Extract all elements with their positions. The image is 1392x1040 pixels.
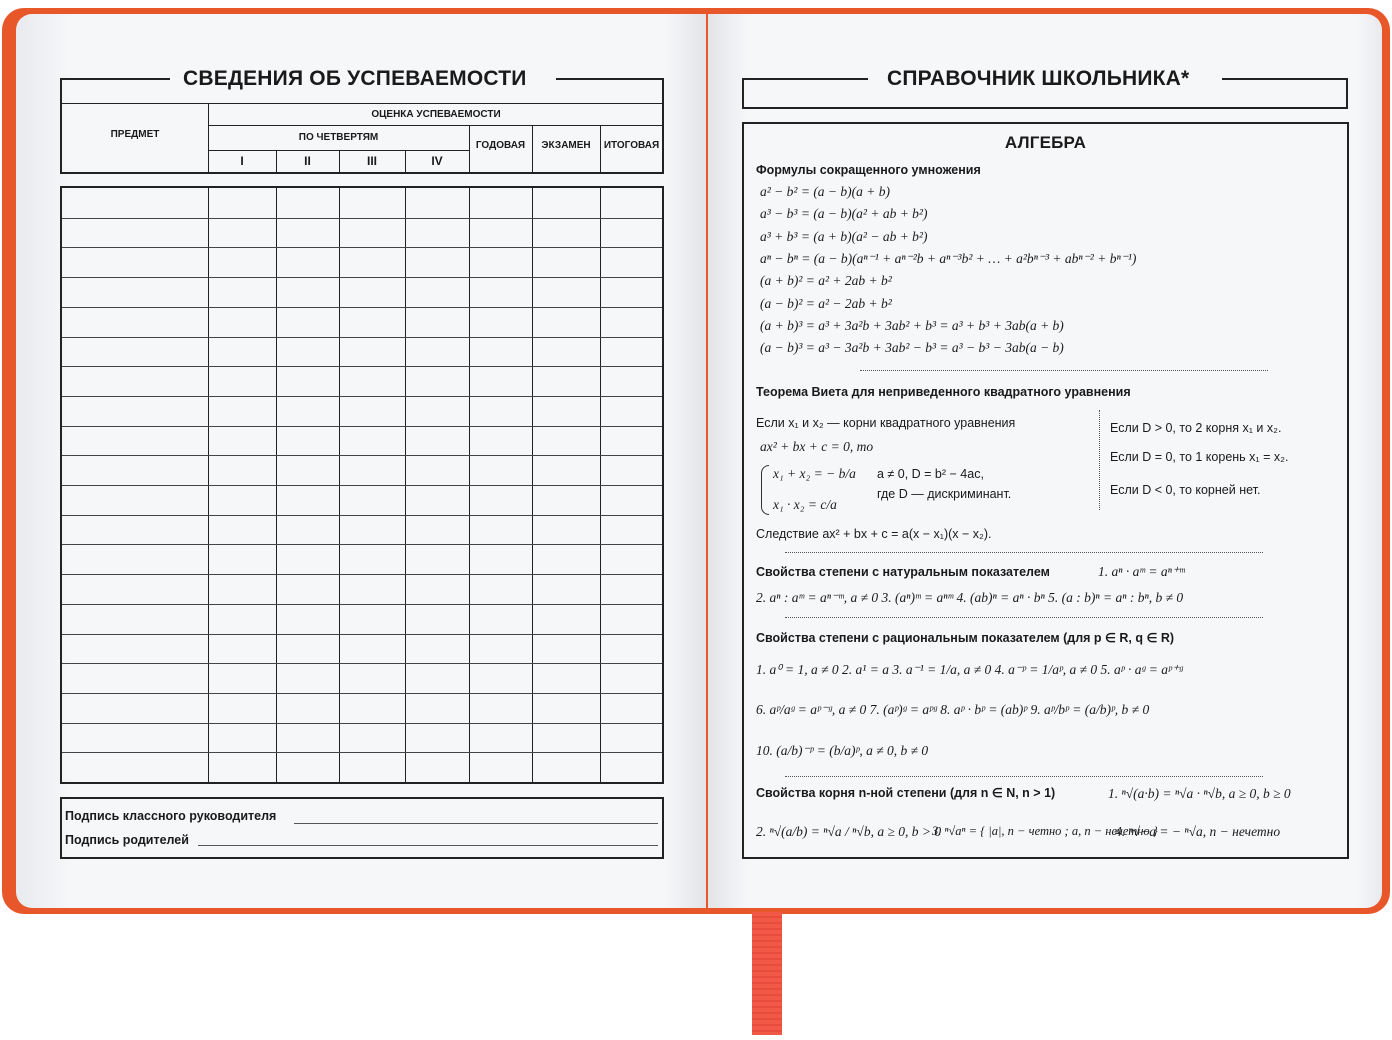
s1-heading: Формулы сокращенного умножения [756,163,981,177]
table-row-divider [62,366,662,368]
s4-heading: Свойства степени с рациональным показате… [756,631,1175,645]
table-row-divider [62,514,662,516]
header-column-divider [339,150,340,173]
formula-line: a³ + b³ = (a + b)(a² − ab + b²) [760,228,928,244]
s2-heading: Теорема Виета для неприведенного квадрат… [756,385,1131,399]
table-row-divider [62,752,662,754]
algebra-box [742,122,1349,859]
header-final: ИТОГОВАЯ [603,140,660,151]
header-column-divider [276,150,277,173]
header-annual: ГОДОВАЯ [475,140,526,151]
header-column-divider [532,125,533,173]
vieta-product: x₁ · x₂ = c/a [773,497,837,512]
header-q1: I [240,154,244,168]
formula-line: aⁿ − bⁿ = (a − b)(aⁿ⁻¹ + aⁿ⁻²b + aⁿ⁻³b² … [760,250,1137,266]
bookmark-ribbon[interactable] [752,912,782,1035]
table-row-divider [62,544,662,546]
grades-title: СВЕДЕНИЯ ОБ УСПЕВАЕМОСТИ [183,67,527,90]
right-page [708,14,1382,908]
table-row-divider [62,277,662,279]
d-zero: Если D = 0, то 1 корень x₁ = x₂. [1110,450,1289,464]
s5-property-4: 4. ⁿ√−a = − ⁿ√a, n − нечетно [1115,824,1281,839]
header-column-divider [405,150,406,173]
table-row-divider [62,306,662,308]
table-row-divider [62,395,662,397]
discriminant-note: где D — дискриминант. [877,487,1012,501]
vieta-sum: x₁ + x₂ = − b/a [773,466,856,481]
s5-property-2: 2. ⁿ√(a/b) = ⁿ√a / ⁿ√b, a ≥ 0, b > 0 [756,824,942,839]
d-positive: Если D > 0, то 2 корня x₁ и x₂. [1110,421,1282,435]
header-exam: ЭКЗАМЕН [541,140,591,151]
formula-line: (a + b)² = a² + 2ab + b² [760,273,892,289]
table-row-divider [62,425,662,427]
table-row-divider [62,485,662,486]
header-q4: IV [431,154,443,168]
formula-line: (a − b)² = a² − 2ab + b² [760,295,892,311]
s4-row-3: 10. (a/b)⁻ᵖ = (b/a)ᵖ, a ≠ 0, b ≠ 0 [756,743,929,758]
header-column-divider [208,103,209,173]
formula-line: a² − b² = (a − b)(a + b) [760,184,891,199]
header-grade: ОЦЕНКА УСПЕВАЕМОСТИ [371,109,501,120]
header-q2: II [304,154,311,168]
teacher-signature-line[interactable] [294,823,658,824]
table-row-divider [62,603,662,605]
s3-property-1: 1. aⁿ · aᵐ = aⁿ⁺ᵐ [1098,564,1185,579]
s5-property-3: 3. ⁿ√aⁿ = { |a|, n − четно ; a, n − нече… [932,824,1158,838]
discriminant-formula: a ≠ 0, D = b² − 4ac, [877,467,984,481]
vieta-intro: Если x₁ и x₂ — корни квадратного уравнен… [756,416,1016,430]
vieta-corollary: Следствие ax² + bx + c = a(x − x₁)(x − x… [756,527,992,541]
s3-properties: 2. aⁿ : aᵐ = aⁿ⁻ᵐ, a ≠ 0 3. (aⁿ)ᵐ = aⁿᵐ … [756,590,1184,605]
s4-row-1: 1. a⁰ = 1, a ≠ 0 2. a¹ = a 3. a⁻¹ = 1/a,… [756,662,1183,677]
s4-row-2: 6. aᵖ/aᵍ = aᵖ⁻ᵍ, a ≠ 0 7. (aᵖ)ᵍ = aᵖᵍ 8.… [756,702,1150,717]
table-row-divider [62,217,662,219]
formula-line: (a + b)³ = a³ + 3a²b + 3ab² + b³ = a³ + … [760,317,1064,333]
section-title: АЛГЕБРА [1004,133,1087,152]
formula-line: a³ − b³ = (a − b)(a² + ab + b²) [760,206,928,222]
table-row-divider [62,247,662,249]
header-q3: III [366,154,377,168]
header-quarters: ПО ЧЕТВЕРТЯМ [298,132,379,143]
header-column-divider [469,125,470,173]
table-row-divider [62,455,662,457]
s5-heading: Свойства корня n-ной степени (для n ∈ N,… [756,786,1056,800]
signatures-box [60,797,664,859]
s5-property-1: 1. ⁿ√(a·b) = ⁿ√a · ⁿ√b, a ≥ 0, b ≥ 0 [1108,786,1291,801]
header-column-divider [600,125,601,173]
table-row-divider [62,663,662,665]
table-row-divider [62,633,662,635]
teacher-signature-label: Подпись классного руководителя [65,809,277,823]
formula-line: (a − b)³ = a³ − 3a²b + 3ab² − b³ = a³ − … [760,340,1064,356]
table-row-divider [62,336,662,338]
grades-table [60,186,664,784]
parents-signature-line[interactable] [198,845,658,846]
s3-heading: Свойства степени с натуральным показател… [756,565,1050,579]
d-negative: Если D < 0, то корней нет. [1110,483,1261,497]
table-row-divider [62,692,662,694]
reference-title: СПРАВОЧНИК ШКОЛЬНИКА* [887,67,1190,90]
table-row-divider [62,722,662,724]
header-subject: ПРЕДМЕТ [110,129,160,140]
table-row-divider [62,574,662,576]
left-page [16,14,706,908]
vieta-equation: ax² + bx + c = 0, то [760,439,874,454]
parents-signature-label: Подпись родителей [65,833,189,847]
